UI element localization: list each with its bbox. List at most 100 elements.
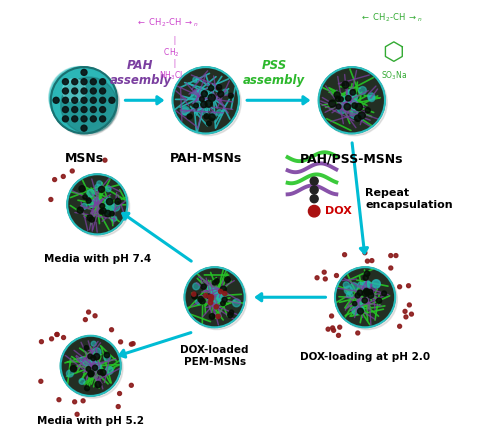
Circle shape: [49, 198, 53, 202]
Circle shape: [196, 100, 204, 109]
Circle shape: [335, 267, 395, 327]
Circle shape: [358, 282, 364, 288]
Circle shape: [329, 100, 336, 107]
Circle shape: [352, 103, 358, 108]
Circle shape: [337, 104, 347, 114]
Circle shape: [112, 216, 117, 221]
Circle shape: [51, 67, 117, 134]
Circle shape: [196, 299, 200, 304]
Circle shape: [50, 337, 54, 341]
Circle shape: [220, 301, 225, 305]
Circle shape: [98, 186, 104, 192]
Circle shape: [49, 67, 112, 129]
Circle shape: [357, 290, 362, 296]
Circle shape: [40, 340, 44, 344]
Circle shape: [363, 251, 367, 255]
Circle shape: [90, 217, 94, 222]
Circle shape: [72, 116, 78, 122]
Circle shape: [75, 412, 79, 416]
Circle shape: [116, 404, 120, 408]
Circle shape: [218, 293, 226, 302]
Circle shape: [81, 107, 87, 113]
Circle shape: [87, 190, 94, 197]
Circle shape: [95, 381, 101, 388]
Circle shape: [92, 365, 98, 370]
Circle shape: [72, 88, 78, 94]
Circle shape: [398, 285, 402, 289]
Circle shape: [106, 366, 113, 374]
Circle shape: [338, 97, 344, 102]
Circle shape: [350, 101, 358, 109]
Circle shape: [216, 85, 222, 90]
Circle shape: [79, 186, 85, 192]
Circle shape: [130, 383, 134, 387]
Circle shape: [358, 87, 366, 94]
Circle shape: [63, 338, 123, 398]
Circle shape: [220, 286, 226, 292]
Circle shape: [191, 91, 200, 99]
Circle shape: [364, 271, 370, 276]
Circle shape: [408, 303, 412, 307]
Circle shape: [208, 114, 216, 121]
Circle shape: [55, 333, 59, 337]
Circle shape: [362, 298, 368, 303]
Circle shape: [342, 253, 346, 257]
Circle shape: [222, 297, 227, 302]
Circle shape: [370, 259, 374, 262]
Circle shape: [406, 284, 410, 288]
Circle shape: [206, 294, 210, 298]
Circle shape: [62, 88, 68, 94]
Circle shape: [228, 93, 234, 98]
Circle shape: [310, 195, 318, 203]
Circle shape: [216, 291, 222, 297]
Circle shape: [88, 371, 94, 377]
Circle shape: [62, 107, 68, 113]
Circle shape: [337, 270, 398, 329]
Circle shape: [106, 198, 113, 205]
Circle shape: [410, 312, 414, 316]
Circle shape: [50, 67, 116, 133]
Text: DOX-loaded
PEM-MSNs: DOX-loaded PEM-MSNs: [180, 345, 249, 368]
Circle shape: [90, 97, 96, 103]
Circle shape: [86, 367, 91, 371]
Circle shape: [109, 97, 115, 103]
Circle shape: [216, 314, 220, 318]
Circle shape: [106, 186, 111, 192]
Circle shape: [222, 89, 228, 95]
Circle shape: [195, 90, 204, 98]
Circle shape: [51, 67, 117, 134]
Circle shape: [81, 97, 87, 103]
Circle shape: [97, 181, 102, 186]
Circle shape: [192, 293, 198, 299]
Circle shape: [350, 110, 358, 119]
Circle shape: [84, 346, 88, 350]
Circle shape: [62, 79, 86, 102]
Circle shape: [364, 281, 371, 288]
Circle shape: [214, 305, 218, 309]
Circle shape: [202, 91, 207, 97]
Circle shape: [354, 115, 361, 122]
Circle shape: [39, 379, 43, 383]
Circle shape: [336, 333, 340, 337]
Circle shape: [92, 362, 101, 370]
Circle shape: [130, 342, 134, 346]
Circle shape: [62, 116, 68, 122]
Circle shape: [358, 114, 364, 121]
Circle shape: [88, 372, 94, 377]
Text: $\leftarrow$ CH$_2$-CH $\rightarrow$$_n$: $\leftarrow$ CH$_2$-CH $\rightarrow$$_n$: [360, 12, 423, 24]
Circle shape: [364, 289, 370, 295]
Circle shape: [206, 121, 212, 126]
Circle shape: [230, 310, 234, 314]
Circle shape: [208, 94, 216, 101]
Circle shape: [192, 283, 200, 290]
Circle shape: [91, 356, 96, 361]
Circle shape: [62, 79, 68, 85]
Circle shape: [72, 107, 78, 113]
Text: MSNs: MSNs: [64, 152, 104, 165]
Circle shape: [88, 354, 92, 359]
Circle shape: [86, 310, 90, 314]
Circle shape: [81, 69, 87, 75]
Circle shape: [389, 254, 392, 258]
Circle shape: [115, 198, 120, 204]
Circle shape: [94, 353, 100, 360]
